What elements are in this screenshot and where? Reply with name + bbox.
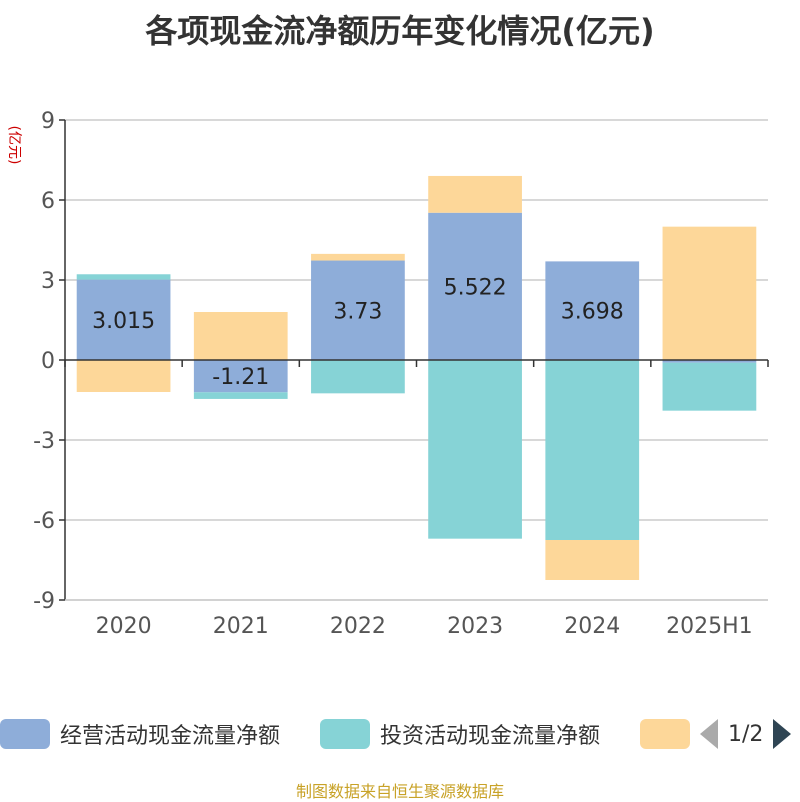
- source-note: 制图数据来自恒生聚源数据库: [295, 782, 504, 801]
- x-tick-label-2025H1: 2025H1: [666, 614, 753, 639]
- bar-financing-2023: [428, 175, 522, 213]
- bar-operating-2024: [545, 261, 640, 360]
- x-tick-label-2021: 2021: [213, 614, 269, 639]
- data-label-operating-2021: -1.21: [212, 365, 269, 390]
- legend-page-indicator: 1/2: [728, 721, 764, 747]
- bars: [76, 175, 757, 580]
- bar-financing-2021: [193, 312, 288, 360]
- legend-next-arrow-icon[interactable]: [773, 719, 792, 749]
- legend-swatch-investing: [320, 719, 370, 749]
- y-tick-label-1: 6: [41, 189, 55, 214]
- bar-financing-2020: [76, 360, 171, 392]
- bar-investing-2021: [193, 392, 288, 399]
- bar-financing-2024: [545, 540, 640, 580]
- x-tick-label-2024: 2024: [564, 614, 620, 639]
- bar-investing-2025H1: [662, 362, 757, 411]
- y-tick-label-0: 9: [41, 109, 55, 134]
- bar-investing-2020: [76, 274, 171, 280]
- bar-financing-2025H1: [662, 226, 757, 360]
- y-tick-label-3: 0: [41, 349, 55, 374]
- chart-plot: 9 6 3 0 -3 -6 -9 2020 2021 2022 2023 2024 2025H1 3.0…: [6, 109, 769, 639]
- data-label-operating-2022: 3.73: [333, 299, 382, 324]
- y-tick-label-6: -9: [33, 589, 55, 614]
- bar-operating-2025H1: [662, 360, 757, 363]
- bar-investing-2022: [311, 360, 405, 394]
- bar-operating-2023: [428, 212, 522, 360]
- bar-investing-2023: [428, 360, 522, 539]
- y-tick-label-4: -3: [33, 429, 55, 454]
- legend-swatch-operating: [0, 719, 50, 749]
- bar-operating-2021: [193, 360, 288, 393]
- legend-label-operating: 经营活动现金流量净额: [60, 724, 281, 749]
- data-labels: 3.015 -1.21 3.73 5.522 3.698: [92, 275, 624, 390]
- x-tick-label-2022: 2022: [330, 614, 386, 639]
- legend-pager: 1/2: [700, 718, 792, 750]
- legend-swatch-financing: [640, 719, 690, 749]
- bar-financing-2022: [311, 253, 405, 261]
- chart-title: 各项现金流净额历年变化情况(亿元): [145, 12, 655, 50]
- data-label-operating-2023: 5.522: [444, 275, 507, 300]
- legend-label-investing: 投资活动现金流量净额: [380, 724, 601, 749]
- legend-item-operating[interactable]: 经营活动现金流量净额: [0, 718, 280, 750]
- data-label-operating-2024: 3.698: [561, 300, 624, 325]
- x-tick-label-2020: 2020: [96, 614, 152, 639]
- bar-operating-2022: [311, 260, 405, 360]
- data-label-operating-2020: 3.015: [92, 309, 155, 334]
- x-tick-label-2023: 2023: [447, 614, 503, 639]
- y-tick-label-2: 3: [41, 269, 55, 294]
- axes: 9 6 3 0 -3 -6 -9 2020 2021 2022 2023 2024 2025H1: [33, 109, 769, 639]
- legend: 经营活动现金流量净额 投资活动现金流量净额 1/2: [0, 718, 800, 754]
- legend-prev-arrow-icon[interactable]: [700, 719, 718, 749]
- y-tick-label-5: -6: [33, 509, 55, 534]
- legend-item-investing[interactable]: 投资活动现金流量净额: [320, 718, 600, 750]
- legend-item-financing[interactable]: [640, 718, 700, 750]
- bar-investing-2024: [545, 360, 640, 540]
- bar-operating-2020: [76, 279, 171, 360]
- y-axis-unit-label: (亿元): [6, 126, 22, 165]
